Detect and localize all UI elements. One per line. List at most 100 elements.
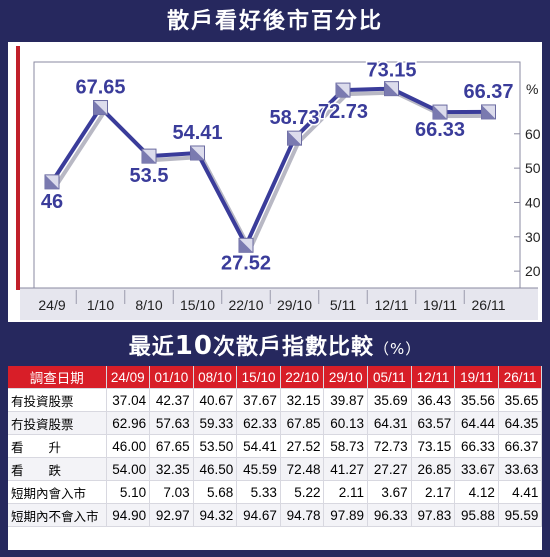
data-point [141,148,157,164]
y-tick-label: 50 [525,160,541,176]
table-cell: 66.37 [498,434,543,458]
header-date: 12/11 [411,366,456,389]
table-cell: 72.73 [367,434,412,458]
table-cell: 46.00 [106,434,151,458]
table-cell: 5.10 [106,480,151,504]
x-tick-label: 1/10 [87,297,114,313]
data-label: 66.33 [415,119,465,141]
data-label: 58.73 [269,107,319,129]
x-tick-label: 19/11 [423,297,457,313]
table-cell: 4.12 [454,480,499,504]
table-cell: 46.50 [193,457,238,481]
table-cell: 33.63 [498,457,543,481]
row-label: 看 跌 [8,457,107,481]
table-cell: 63.57 [411,411,456,435]
x-tick-label: 22/10 [228,297,263,313]
table-row: 短期內不會入市 94.90 92.97 94.32 94.67 94.78 97.89 96.… [8,503,543,527]
table-cell: 54.00 [106,457,151,481]
data-point [432,104,448,120]
table-cell: 5.33 [236,480,281,504]
table-cell: 97.83 [411,503,456,527]
header-date: 22/10 [280,366,325,389]
y-tick-label: 30 [525,229,541,245]
data-point [335,82,351,98]
table-cell: 45.59 [236,457,281,481]
table-cell: 33.67 [454,457,499,481]
table-cell: 95.59 [498,503,543,527]
data-point [384,81,399,97]
row-label: 短期內會入市 [8,480,107,504]
table-cell: 64.35 [498,411,543,435]
series-line [50,86,489,248]
table-cell: 57.63 [149,411,194,435]
table-cell: 59.33 [193,411,238,435]
comparison-table: 調查日期 24/09 01/10 08/10 15/10 22/10 29/10 05/11 1… [8,366,543,527]
table-cell: 67.85 [280,411,325,435]
table-cell: 94.78 [280,503,325,527]
y-tick-label: 20 [525,263,541,279]
data-point [481,104,496,120]
table-title: 最近10次散戶指數比較（%） [0,326,550,366]
table-cell: 7.03 [149,480,194,504]
table-title-text: 次散戶指數比較 [212,335,374,360]
table-row: 看 升 46.00 67.65 53.50 54.41 27.52 58.73 72.73 73… [8,434,543,458]
header-date: 29/10 [323,366,369,389]
table-cell: 54.41 [236,434,281,458]
table-cell: 53.50 [193,434,238,458]
x-tick-label: 26/11 [472,297,506,313]
data-label: 54.41 [172,122,222,144]
table-title-unit: （%） [373,340,422,358]
table-cell: 67.65 [149,434,194,458]
table-title-prefix: 最近 [128,335,175,360]
table-title-number: 10 [174,331,213,361]
row-label: 看 升 [8,434,107,458]
data-label: 72.73 [318,101,368,123]
header-date: 01/10 [149,366,194,389]
table-cell: 5.22 [280,480,325,504]
chart-title: 散戶看好後市百分比 [166,9,383,34]
data-label: 73.15 [366,60,416,82]
table-row: 冇投資股票 62.96 57.63 59.33 62.33 67.85 60.13 64.31… [8,411,543,435]
table-cell: 32.15 [280,388,325,412]
table-cell: 72.48 [280,457,325,481]
data-point [238,237,254,253]
x-tick-label: 5/11 [330,297,356,313]
x-tick-label: 12/11 [375,297,409,313]
table-header-row: 調查日期 24/09 01/10 08/10 15/10 22/10 29/10 05/11 1… [8,366,543,389]
table-cell: 2.11 [323,480,369,504]
table-cell: 94.90 [106,503,151,527]
data-label: 66.37 [463,81,513,103]
table-cell: 36.43 [411,388,456,412]
header-date: 15/10 [236,366,281,389]
data-label: 46 [41,191,63,213]
x-tick-label: 24/9 [38,297,65,313]
table-cell: 26.85 [411,457,456,481]
table-cell: 32.35 [149,457,194,481]
line-chart: 20 30 40 50 60% 46 67.65 53.554.41 27.52 58.7372… [8,42,542,322]
x-tick-label: 8/10 [135,297,162,313]
table-cell: 73.15 [411,434,456,458]
header-date: 05/11 [367,366,412,389]
table-cell: 94.32 [193,503,238,527]
table-row: 有投資股票 37.04 42.37 40.67 37.67 32.15 39.87 35.69… [8,388,543,412]
table-cell: 96.33 [367,503,412,527]
table-cell: 40.67 [193,388,238,412]
table-cell: 92.97 [149,503,194,527]
table-cell: 27.27 [367,457,412,481]
header-date: 26/11 [498,366,543,389]
table-cell: 37.67 [236,388,281,412]
table-cell: 2.17 [411,480,456,504]
table-cell: 64.44 [454,411,499,435]
row-label: 冇投資股票 [8,411,107,435]
table-cell: 97.89 [323,503,369,527]
table-cell: 5.68 [193,480,238,504]
data-label: 27.52 [221,252,271,274]
left-accent-bar [16,46,20,290]
row-label: 短期內不會入市 [8,503,107,527]
table-cell: 42.37 [149,388,194,412]
table-cell: 58.73 [323,434,369,458]
table-cell: 60.13 [323,411,369,435]
table-cell: 4.41 [498,480,543,504]
table-cell: 39.87 [323,388,369,412]
